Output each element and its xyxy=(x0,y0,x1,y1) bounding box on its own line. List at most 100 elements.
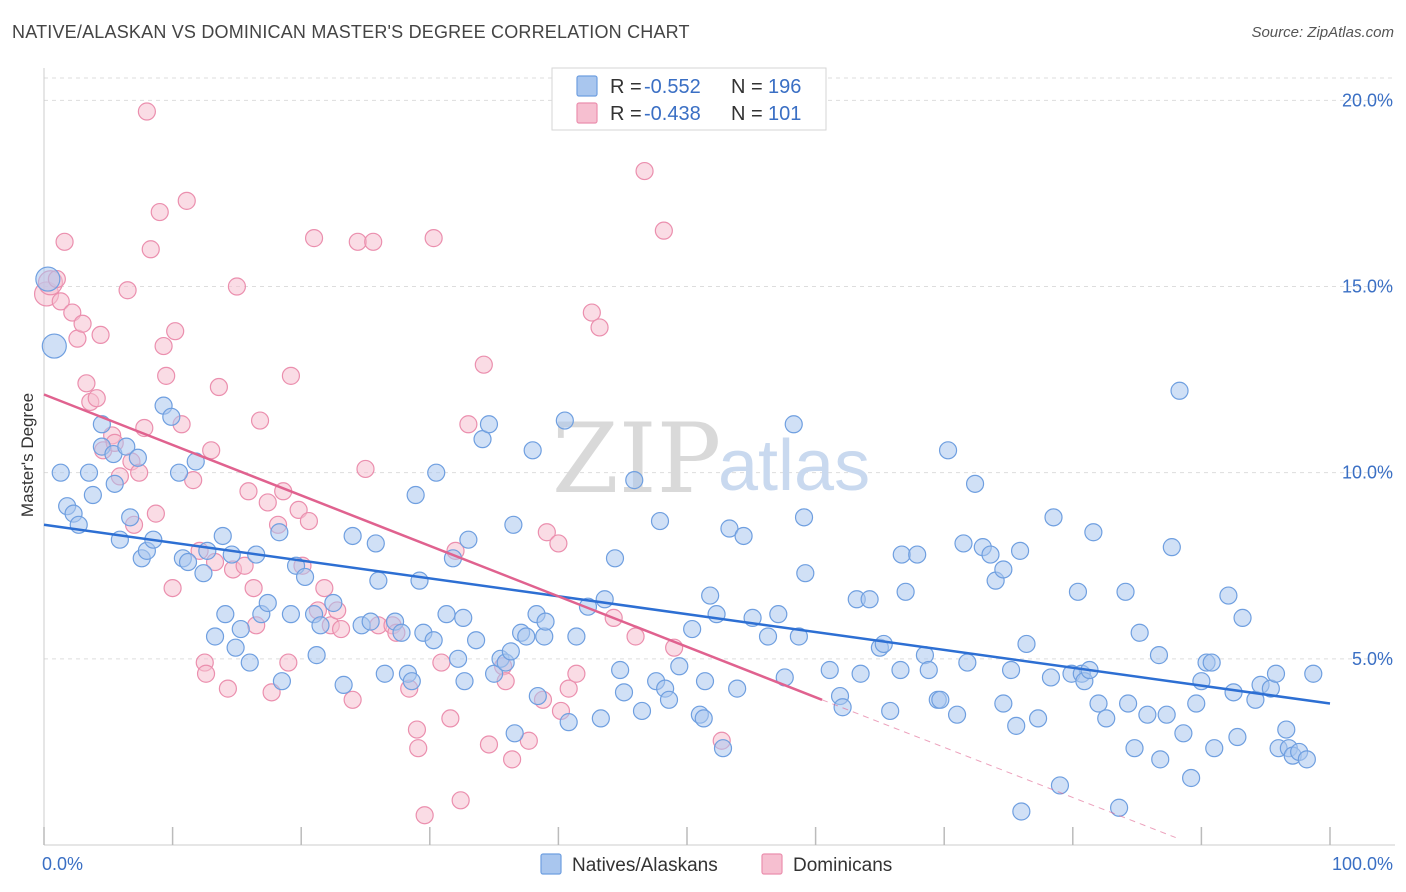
natives-point xyxy=(216,605,235,624)
natives-point xyxy=(1187,694,1206,713)
natives-point xyxy=(402,672,421,691)
natives-point xyxy=(881,701,900,721)
y-tick-label: 10.0% xyxy=(1342,463,1393,483)
y-tick-label: 20.0% xyxy=(1342,90,1393,110)
dominicans-point xyxy=(281,366,301,385)
natives-point xyxy=(625,471,644,490)
dominicans-point xyxy=(289,500,308,520)
natives-point xyxy=(437,605,456,624)
natives-point xyxy=(466,631,486,650)
natives-point xyxy=(1151,750,1170,769)
natives-point xyxy=(505,724,524,743)
trend-lines xyxy=(43,393,1331,839)
natives-point xyxy=(1017,634,1036,654)
natives-point xyxy=(1138,705,1157,724)
x-tick-label: 100.0% xyxy=(1332,854,1393,874)
legend-r-natives: -0.552 xyxy=(644,76,701,98)
natives-point xyxy=(896,582,915,601)
natives-point xyxy=(406,485,425,505)
natives-point xyxy=(369,571,388,590)
dominicans-point xyxy=(262,683,281,702)
natives-point xyxy=(694,709,713,728)
y-tick-label: 15.0% xyxy=(1342,277,1393,297)
natives-points xyxy=(35,266,1323,821)
natives-point xyxy=(820,660,839,680)
natives-point xyxy=(559,713,578,732)
natives-point xyxy=(1125,739,1144,758)
natives-point xyxy=(117,437,136,456)
natives-point xyxy=(307,646,326,665)
dominicans-point xyxy=(432,653,451,672)
legend-r-label: R = xyxy=(610,103,642,125)
natives-point xyxy=(794,508,814,527)
dominicans-point xyxy=(235,556,254,575)
natives-point xyxy=(205,627,225,646)
natives-point xyxy=(213,526,232,546)
dominicans-point xyxy=(63,303,82,322)
legend-n-label: N = xyxy=(731,103,763,125)
natives-point xyxy=(632,701,652,721)
natives-point xyxy=(517,627,536,646)
natives-point xyxy=(1097,709,1116,728)
dominicans-point xyxy=(348,232,367,251)
dominicans-point xyxy=(146,504,165,523)
natives-point xyxy=(1205,739,1224,758)
natives-point xyxy=(1089,694,1108,713)
dominicans-point xyxy=(415,806,434,825)
natives-point xyxy=(833,698,852,717)
legend-n-natives: 196 xyxy=(768,76,801,98)
dominicans-point xyxy=(258,493,277,512)
natives-point xyxy=(958,653,977,672)
natives-point xyxy=(427,463,446,482)
natives-point xyxy=(981,545,1000,564)
watermark-atlas: atlas xyxy=(718,426,870,506)
dominicans-point xyxy=(239,482,258,501)
dominicans-point xyxy=(87,389,106,408)
dominicans-point xyxy=(590,318,609,337)
natives-point xyxy=(1277,720,1296,739)
natives-point xyxy=(789,627,808,646)
legend-r-dominicans: -0.438 xyxy=(644,103,701,125)
natives-point xyxy=(528,686,547,706)
watermark: ZIP atlas xyxy=(552,403,870,515)
natives-point xyxy=(1044,508,1063,527)
natives-point xyxy=(567,627,586,646)
natives-point xyxy=(222,545,241,564)
natives-point xyxy=(931,690,950,709)
dominicans-point xyxy=(451,791,470,810)
dominicans-point xyxy=(537,523,556,542)
natives-point xyxy=(908,545,927,564)
natives-point xyxy=(311,616,330,635)
natives-point xyxy=(41,333,67,359)
y-axis-title: Master's Degree xyxy=(18,393,37,517)
natives-point xyxy=(851,664,870,683)
natives-point xyxy=(295,567,315,587)
dominicans-point xyxy=(441,709,460,728)
natives-point xyxy=(35,266,61,292)
natives-point xyxy=(504,515,523,534)
dominicans-point xyxy=(549,534,568,553)
natives-point xyxy=(1068,582,1088,601)
natives-point xyxy=(121,508,140,527)
natives-point xyxy=(701,586,720,605)
natives-point xyxy=(1182,768,1201,788)
natives-point xyxy=(796,564,815,583)
natives-point xyxy=(424,631,443,650)
dominicans-point xyxy=(250,411,270,430)
bottom-legend-dominicans: Dominicans xyxy=(793,855,892,876)
natives-point xyxy=(231,619,250,639)
natives-point xyxy=(591,709,610,728)
natives-point xyxy=(459,530,478,549)
y-tick-label: 5.0% xyxy=(1352,649,1393,669)
dominicans-point xyxy=(479,735,499,754)
legend-swatch-natives xyxy=(576,75,598,97)
dominicans-point xyxy=(567,664,586,683)
dominicans-point xyxy=(196,664,216,683)
watermark-zip: ZIP xyxy=(552,403,721,515)
x-tick-label: 0.0% xyxy=(42,854,83,874)
dominicans-point xyxy=(163,578,182,598)
natives-point xyxy=(454,608,473,627)
legend-swatch-dominicans xyxy=(576,102,598,124)
natives-point xyxy=(410,571,429,590)
natives-point xyxy=(683,619,702,639)
